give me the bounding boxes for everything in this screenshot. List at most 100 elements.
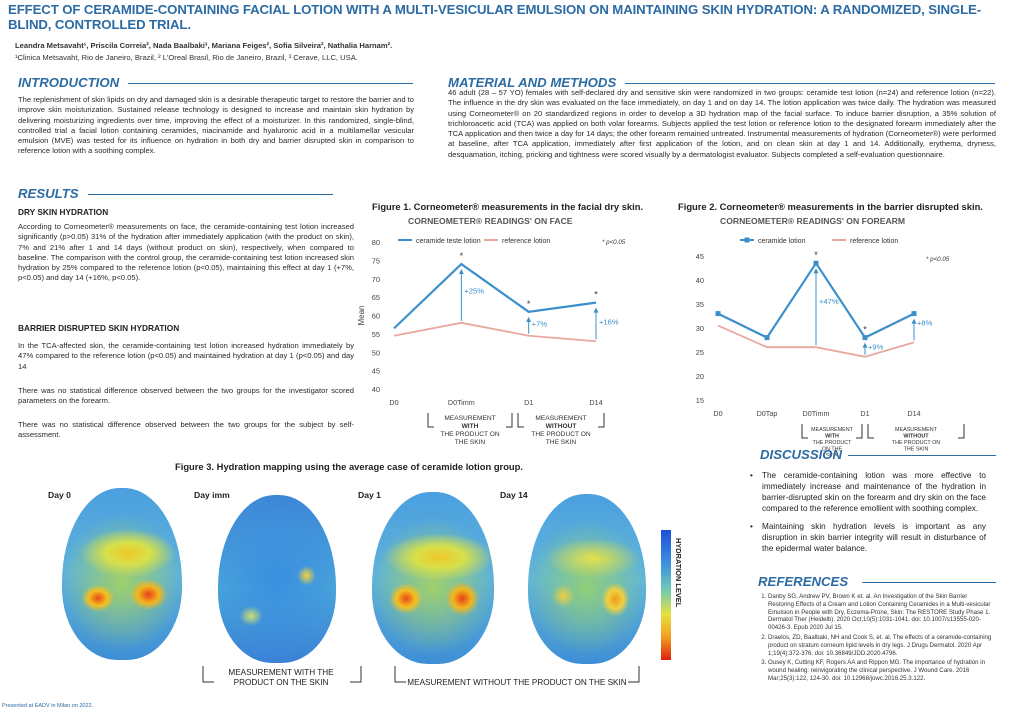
annotation-label: +47% — [819, 297, 839, 306]
series-line-reference — [393, 321, 597, 343]
section-divider — [88, 194, 333, 195]
face-map-day14 — [528, 494, 646, 664]
bracket-label-line: WITH — [825, 434, 839, 440]
bracket-label-line: WITHOUT — [903, 434, 929, 440]
bracket-without-label: MEASUREMENT WITHOUT THE PRODUCT ON THE S… — [407, 678, 627, 687]
barrier-text: In the TCA-affected skin, the ceramide-c… — [18, 341, 354, 371]
y-tick-label: 35 — [696, 300, 704, 309]
x-tick-label: D0Timm — [803, 409, 830, 418]
bracket-label-line: MEASUREMENT — [535, 415, 586, 422]
forearm-note: There was no statistical difference obse… — [18, 386, 354, 406]
y-axis-label: Mean — [357, 305, 366, 325]
annotation-label: +7% — [532, 320, 548, 329]
hydration-scale-label: HYDRATION LEVEL — [674, 538, 683, 608]
bracket-label-line: SKIN — [826, 453, 839, 456]
y-tick-label: 15 — [696, 396, 704, 405]
legend-label: ceramide teste lotion — [416, 238, 481, 245]
annotation-arrowhead — [813, 268, 819, 274]
self-assessment-note: There was no statistical difference obse… — [18, 420, 354, 440]
affiliations: ¹Clinica Metsavaht, Rio de Janeiro, Braz… — [15, 53, 358, 62]
significance-star: * — [527, 299, 531, 309]
x-tick-label: D0 — [389, 398, 398, 407]
significance-star: * — [863, 325, 867, 335]
x-tick-label: D1 — [860, 409, 869, 418]
y-tick-label: 40 — [696, 276, 704, 285]
y-tick-label: 45 — [696, 252, 704, 261]
measurement-bracket — [801, 424, 863, 439]
reference-item: Danby SG, Andrew PV, Brown K et. al. An … — [768, 593, 994, 632]
hydration-color-scale — [661, 530, 671, 660]
annotation-label: +9% — [868, 343, 884, 352]
day-label: Day 1 — [358, 490, 381, 500]
introduction-heading: INTRODUCTION — [18, 75, 120, 90]
discussion-heading: DISCUSSION — [760, 447, 843, 462]
dry-skin-text: According to Corneometer® measurements o… — [18, 222, 354, 283]
section-divider — [848, 455, 996, 456]
bracket-label-line: THE SKIN — [904, 447, 929, 453]
legend-marker — [744, 237, 750, 243]
data-point — [764, 335, 770, 341]
significance-star: * — [594, 290, 598, 300]
y-tick-label: 60 — [372, 312, 380, 321]
face-map-day-imm — [218, 495, 336, 663]
legend-label: ceramide lotion — [758, 238, 806, 245]
bracket-label-line: ON THE — [822, 447, 843, 453]
significance-note: * p<0.05 — [602, 239, 626, 246]
bracket-label-line: THE PRODUCT — [813, 440, 853, 446]
y-tick-label: 25 — [696, 348, 704, 357]
figure3-title: Figure 3. Hydration mapping using the av… — [175, 461, 523, 472]
barrier-heading: BARRIER DISRUPTED SKIN HYDRATION — [18, 323, 180, 333]
significance-star: * — [814, 250, 818, 260]
data-point — [862, 335, 868, 341]
face-map-day0 — [62, 488, 182, 660]
bracket-with — [202, 666, 362, 683]
face-map-day1 — [372, 492, 494, 664]
annotation-label: +25% — [464, 286, 484, 295]
measurement-bracket — [867, 424, 965, 439]
day-label: Day 14 — [500, 490, 528, 500]
discussion-item: Maintaining skin hydration levels is imp… — [750, 521, 986, 554]
authors: Leandra Metsavaht¹, Priscila Correia², N… — [15, 41, 393, 50]
reference-item: Ousey K, Cutting KF, Rogers AA and Rippo… — [768, 659, 994, 682]
section-divider — [128, 83, 413, 84]
y-tick-label: 20 — [696, 372, 704, 381]
annotation-label: +16% — [599, 318, 619, 327]
day-label: Day 0 — [48, 490, 71, 500]
significance-note: * p<0.05 — [926, 256, 950, 263]
annotation-arrowhead — [862, 342, 868, 348]
discussion-list: The ceramide-containing lotion was more … — [750, 470, 986, 561]
footer-note: Presented at EADV in Milan on 2022. — [2, 703, 94, 709]
annotation-arrowhead — [593, 307, 599, 313]
references-list: Danby SG, Andrew PV, Brown K et. al. An … — [768, 593, 994, 685]
introduction-text: The replenishment of skin lipids on dry … — [18, 95, 414, 156]
poster-title: EFFECT OF CERAMIDE-CONTAINING FACIAL LOT… — [8, 2, 982, 32]
bracket-label-line: MEASUREMENT — [895, 427, 938, 433]
figure2-title: Figure 2. Corneometer® measurements in t… — [678, 201, 983, 212]
discussion-item: The ceramide-containing lotion was more … — [750, 470, 986, 514]
section-divider — [862, 582, 996, 583]
y-tick-label: 45 — [372, 367, 380, 376]
forearm-line-chart: 15 20 25 30 35 40 45 D0 D0Tap D0Timm D1 D14 ceramide… — [696, 237, 965, 456]
bracket-label-line: THE PRODUCT ON — [531, 431, 590, 438]
annotation-arrowhead — [911, 318, 917, 324]
section-divider — [625, 83, 995, 84]
face-line-chart: 40 45 50 55 60 65 70 75 80 Mean D0 D0Timm D1 D14 ceram… — [357, 238, 626, 446]
bracket-label-line: THE PRODUCT ON — [440, 431, 499, 438]
significance-star: * — [460, 251, 464, 261]
methods-heading: MATERIAL AND METHODS — [448, 75, 617, 90]
y-tick-label: 65 — [372, 293, 380, 302]
y-tick-label: 75 — [372, 256, 380, 265]
x-tick-label: D0Timm — [448, 398, 475, 407]
y-tick-label: 80 — [372, 238, 380, 247]
legend-label: reference lotion — [502, 238, 550, 245]
x-tick-label: D14 — [907, 409, 920, 418]
y-tick-label: 70 — [372, 275, 380, 284]
legend-label: reference lotion — [850, 238, 898, 245]
measurement-bracket — [517, 413, 605, 428]
bracket-with-label: MEASUREMENT WITH THE PRODUCT ON THE SKIN — [228, 668, 334, 687]
data-point — [715, 311, 721, 317]
references-heading: REFERENCES — [758, 574, 849, 589]
data-point — [911, 311, 917, 317]
bracket-label-line: MEASUREMENT — [811, 427, 854, 433]
x-tick-label: D14 — [589, 398, 602, 407]
